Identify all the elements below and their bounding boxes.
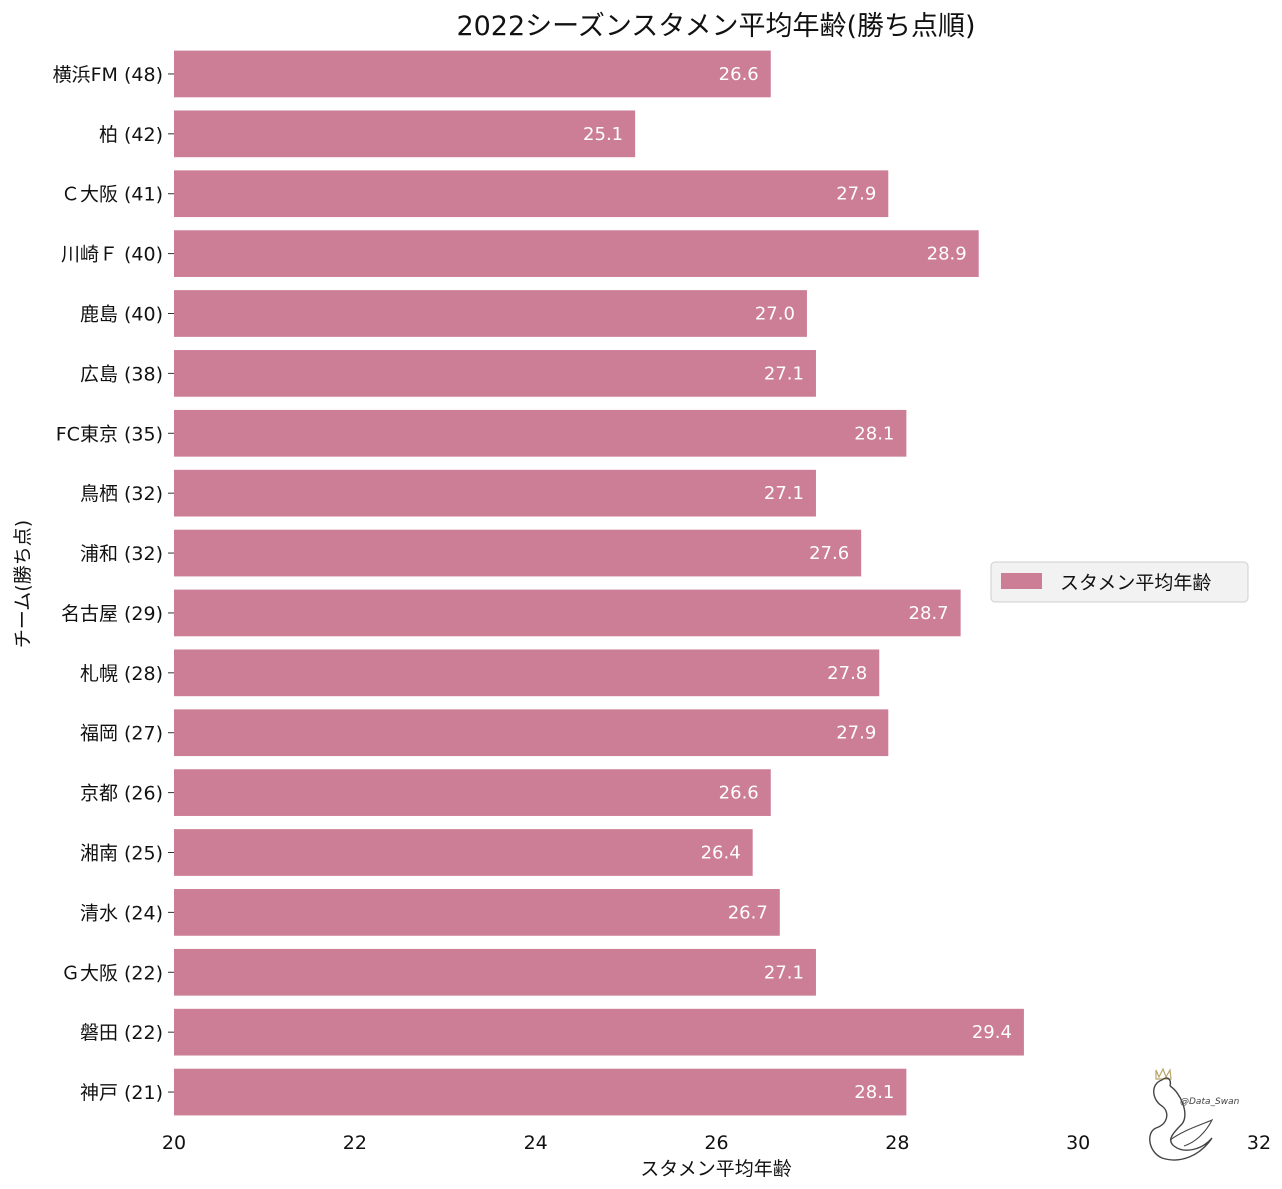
bar xyxy=(174,529,862,577)
bar-value-label: 28.9 xyxy=(927,244,967,265)
bar-value-label: 27.8 xyxy=(827,663,867,684)
bar xyxy=(174,1008,1024,1056)
bar-value-label: 27.1 xyxy=(764,962,804,983)
y-tick-label: 横浜FM (48) xyxy=(53,64,163,86)
y-tick-labels: 横浜FM (48) 柏 (42) Ｃ大阪 (41) 川崎Ｆ (40) 鹿島 (40) 広島… xyxy=(53,64,174,1104)
bar-value-label: 26.4 xyxy=(701,843,741,864)
bar-value-label: 29.4 xyxy=(972,1022,1012,1043)
x-tick-label: 22 xyxy=(343,1132,367,1154)
bar-value-label: 27.6 xyxy=(809,543,849,564)
y-tick-label: Ｃ大阪 (41) xyxy=(61,184,163,206)
bar xyxy=(174,350,816,397)
y-tick-label: 柏 (42) xyxy=(99,124,163,146)
bar-value-label: 27.1 xyxy=(764,363,804,384)
chart-title: 2022シーズンスタメン平均年齢(勝ち点順) xyxy=(456,11,975,42)
bar xyxy=(174,170,889,218)
bar-value-label: 26.7 xyxy=(728,902,768,923)
bar-value-label: 28.1 xyxy=(854,423,894,444)
watermark-logo: @Data_Swan xyxy=(1149,1067,1240,1161)
bars-layer: 26.6 25.1 27.9 28.9 27.0 27.1 28.1 27.1 27.6 28.7… xyxy=(174,50,1024,1116)
x-tick-label: 28 xyxy=(885,1132,909,1154)
y-tick-label: 清水 (24) xyxy=(80,902,163,924)
bar xyxy=(174,709,889,757)
bar-value-label: 28.7 xyxy=(909,603,949,624)
x-tick-label: 24 xyxy=(524,1132,548,1154)
x-tick-labels: 20 22 24 26 28 30 32 xyxy=(162,1132,1271,1154)
bar xyxy=(174,948,816,996)
swan-logo-icon xyxy=(1149,1067,1214,1161)
bar xyxy=(174,769,771,816)
bar xyxy=(174,230,979,277)
x-tick-label: 32 xyxy=(1247,1132,1271,1154)
legend: スタメン平均年齢 xyxy=(990,561,1249,603)
bar xyxy=(174,589,961,637)
y-tick-label: 湘南 (25) xyxy=(80,843,163,865)
y-axis-label: チーム(勝ち点) xyxy=(12,520,34,648)
bar xyxy=(174,50,771,98)
bar-value-label: 27.0 xyxy=(755,304,795,325)
bar xyxy=(174,889,780,936)
y-tick-label: 鳥栖 (32) xyxy=(80,483,163,505)
y-tick-label: 川崎Ｆ (40) xyxy=(61,244,163,266)
bar-value-label: 27.1 xyxy=(764,483,804,504)
legend-frame xyxy=(990,561,1249,603)
watermark-text: @Data_Swan xyxy=(1180,1097,1240,1107)
y-tick-label: 京都 (26) xyxy=(80,783,163,805)
bar-value-label: 28.1 xyxy=(854,1082,894,1103)
bar xyxy=(174,409,907,457)
y-tick-label: 浦和 (32) xyxy=(80,543,163,565)
x-axis-label: スタメン平均年齢 xyxy=(640,1158,791,1180)
y-tick-label: 札幌 (28) xyxy=(80,663,163,685)
bar xyxy=(174,290,807,337)
bar xyxy=(174,1068,907,1116)
bar-value-label: 26.6 xyxy=(719,783,759,804)
y-tick-label: 鹿島 (40) xyxy=(80,304,163,326)
legend-label: スタメン平均年齢 xyxy=(1060,572,1211,594)
x-tick-label: 30 xyxy=(1066,1132,1090,1154)
y-tick-label: 磐田 (22) xyxy=(80,1022,163,1044)
bar-value-label: 27.9 xyxy=(836,723,876,744)
bar xyxy=(174,469,816,517)
y-tick-label: 名古屋 (29) xyxy=(61,603,163,625)
y-tick-label: FC東京 (35) xyxy=(56,423,163,445)
bar xyxy=(174,110,636,158)
bar-value-label: 26.6 xyxy=(719,64,759,85)
x-tick-label: 26 xyxy=(704,1132,728,1154)
y-tick-label: 広島 (38) xyxy=(80,363,163,385)
y-tick-label: 神戸 (21) xyxy=(80,1082,163,1104)
bar xyxy=(174,649,880,697)
bar-value-label: 27.9 xyxy=(836,184,876,205)
y-tick-label: 福岡 (27) xyxy=(80,723,163,745)
bar xyxy=(174,829,753,876)
y-tick-label: Ｇ大阪 (22) xyxy=(61,962,163,984)
legend-swatch xyxy=(1001,573,1042,589)
x-tick-label: 20 xyxy=(162,1132,186,1154)
bar-value-label: 25.1 xyxy=(583,124,623,145)
